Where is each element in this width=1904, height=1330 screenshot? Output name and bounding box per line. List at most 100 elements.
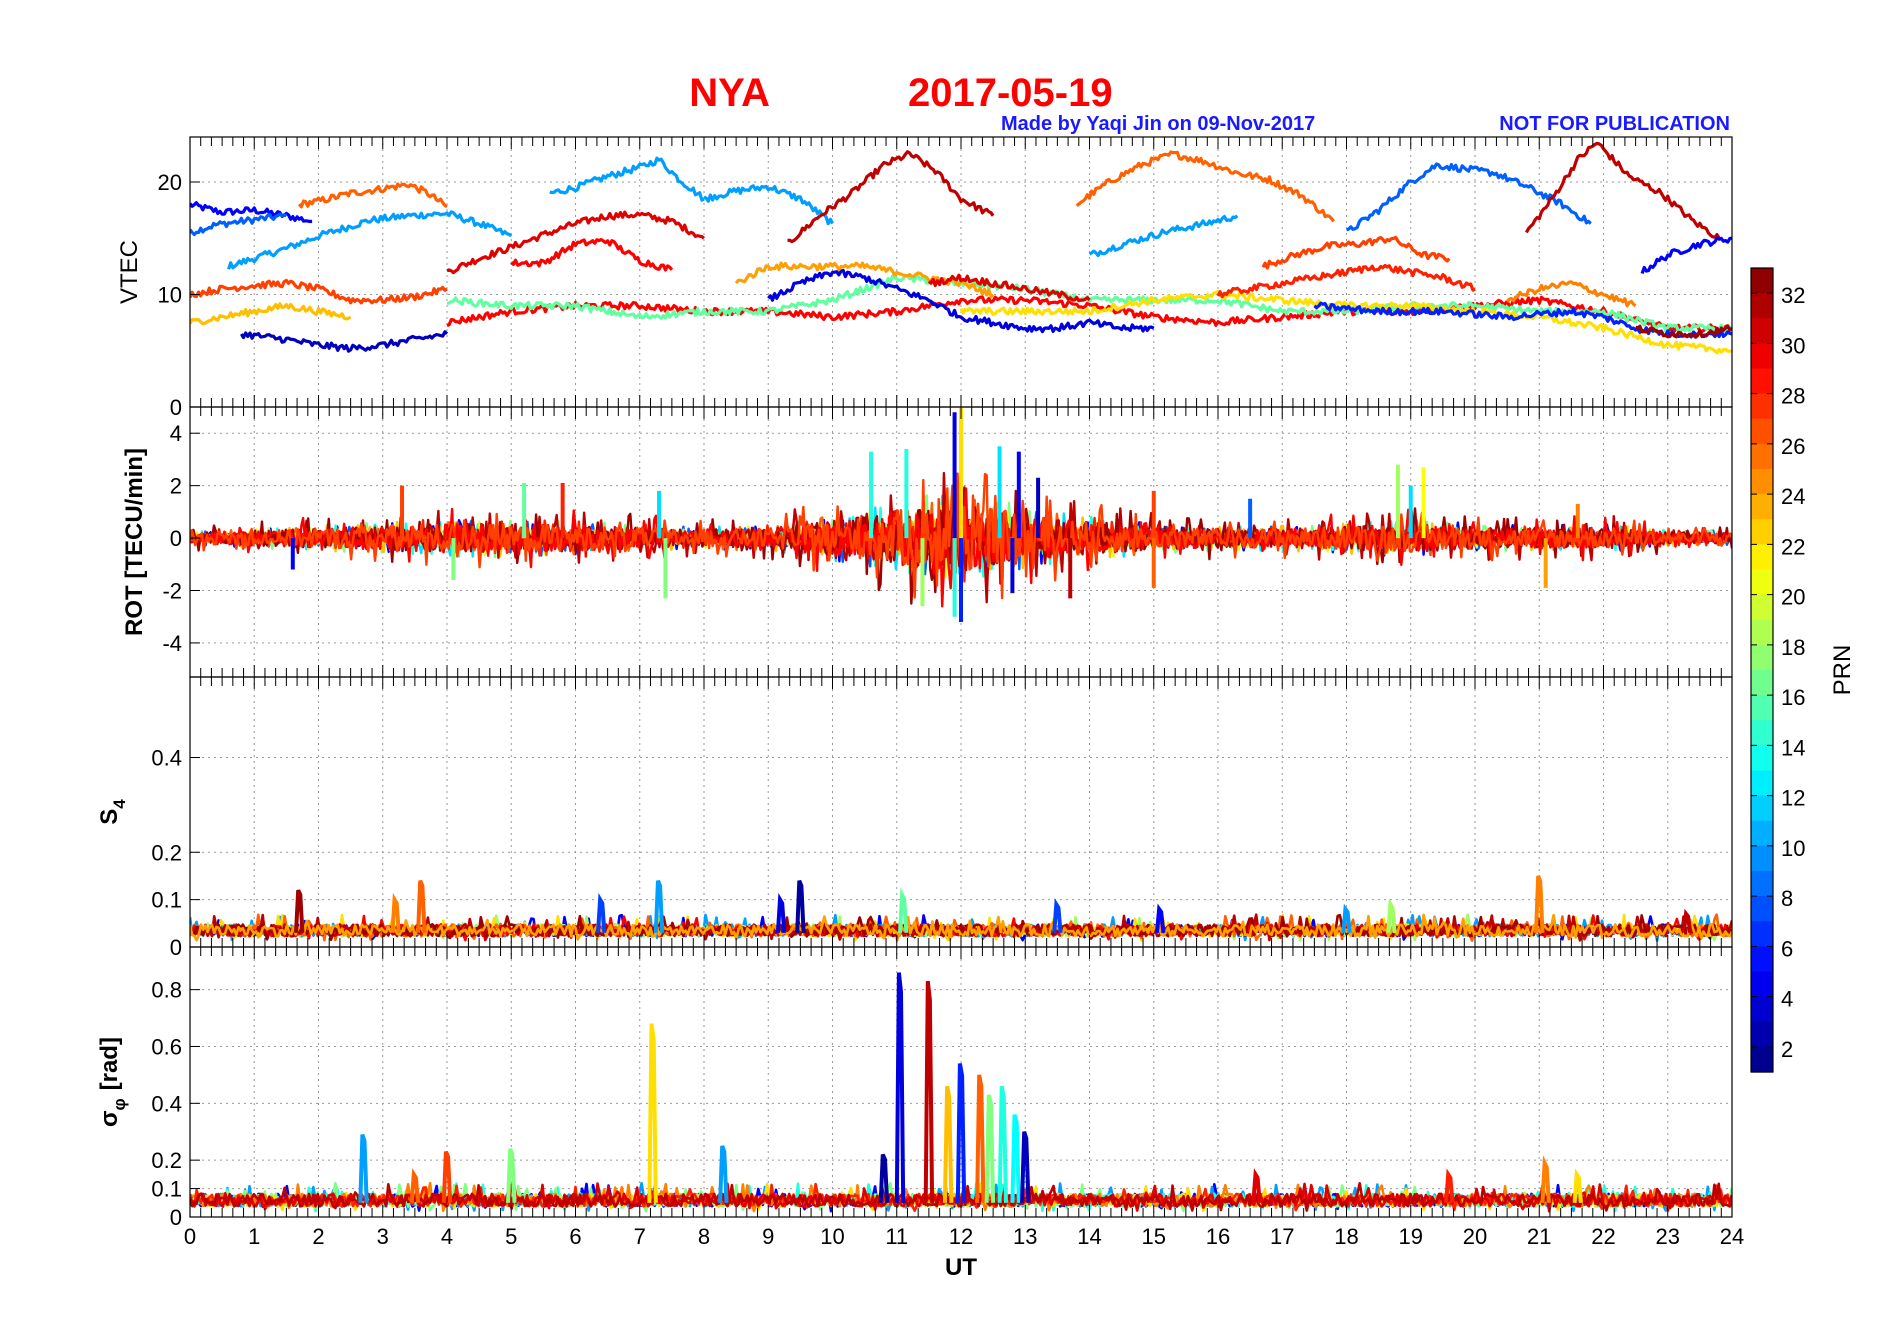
x-tick-label: 4 xyxy=(441,1224,453,1249)
sig-spike xyxy=(1020,1131,1031,1203)
colorbar-segment xyxy=(1751,670,1773,696)
rot-ticks: -4 -2 0 2 4 xyxy=(162,407,1733,677)
sig-spike xyxy=(984,1094,996,1203)
x-tick-label: 21 xyxy=(1527,1224,1551,1249)
sig-spike xyxy=(894,972,906,1203)
colorbar-segment xyxy=(1751,896,1773,922)
y-tick-label: 0 xyxy=(170,395,182,420)
sigma-ylabel-unit: [rad] xyxy=(96,1037,123,1090)
title-station: NYA xyxy=(689,71,770,115)
s4-spike xyxy=(1341,903,1352,934)
sig-spike xyxy=(942,1085,954,1203)
vtec-series-line xyxy=(446,274,1732,334)
s4-grid xyxy=(190,677,1732,947)
sig-spike xyxy=(1010,1114,1021,1203)
colorbar-segment xyxy=(1751,946,1773,973)
s4-spike xyxy=(795,879,806,933)
s4-spike xyxy=(416,879,427,933)
x-tick-label: 23 xyxy=(1656,1224,1680,1249)
x-tick-label: 24 xyxy=(1720,1224,1744,1249)
sig-spike xyxy=(358,1133,369,1203)
vtec-lines xyxy=(190,141,1732,355)
vtec-series-line xyxy=(190,278,448,305)
s4-spike xyxy=(775,892,787,933)
sig-series-line xyxy=(190,1182,1732,1212)
sigma-ylabel-sub: φ xyxy=(110,1098,129,1110)
colorbar-segment xyxy=(1751,871,1773,897)
vtec-series-line xyxy=(549,156,705,202)
colorbar-segment xyxy=(1751,544,1773,571)
x-tick-label: 19 xyxy=(1399,1224,1423,1249)
colorbar-segment xyxy=(1751,921,1773,947)
s4-ticks: 0 0.1 0.2 0.4 xyxy=(151,677,1733,960)
rot-lines xyxy=(190,407,1732,622)
figure-title: NYA 2017-05-19 xyxy=(689,71,1112,115)
colorbar-segment xyxy=(1751,519,1773,545)
rot-ylabel: ROT [TECU/min] xyxy=(121,448,148,636)
vtec-series-line xyxy=(190,212,288,237)
colorbar-tick-label: 22 xyxy=(1781,534,1805,559)
vtec-series-line xyxy=(1216,263,1476,299)
vtec-series-line xyxy=(190,201,313,224)
colorbar-tick-label: 16 xyxy=(1781,685,1805,710)
y-tick-label: 0 xyxy=(170,526,182,551)
colorbar-tick-label: 24 xyxy=(1781,484,1805,509)
vtec-series-line xyxy=(927,273,1091,303)
s4-spike xyxy=(596,892,607,933)
s4-spike xyxy=(1155,903,1166,934)
colorbar-tick-label: 8 xyxy=(1781,886,1793,911)
x-tick-label: 20 xyxy=(1463,1224,1487,1249)
colorbar-segment xyxy=(1751,745,1773,772)
vtec-grid xyxy=(190,137,1732,407)
x-tick-label: 18 xyxy=(1334,1224,1358,1249)
vtec-series-line xyxy=(1346,162,1592,232)
s4-spike xyxy=(1681,908,1693,934)
colorbar-tick-label: 18 xyxy=(1781,635,1805,660)
sig-spike xyxy=(955,1063,967,1203)
sig-spike xyxy=(1540,1155,1551,1203)
panel-vtec: 0 10 20 VTEC xyxy=(116,136,1733,420)
colorbar-segment xyxy=(1751,318,1773,344)
vtec-series-line xyxy=(1261,235,1451,270)
colorbar-segment xyxy=(1751,268,1773,294)
sig-spike xyxy=(878,1153,890,1203)
y-tick-label: 0.2 xyxy=(151,1148,182,1173)
colorbar-segment xyxy=(1751,594,1773,621)
colorbar-frame xyxy=(1750,267,1774,1073)
colorbar-segment xyxy=(1751,569,1773,596)
x-tick-labels: 0 1 2 3 4 5 6 7 8 9 10 11 12 13 14 15 16 17 18 19 20 21 22 23 24 xyxy=(184,1224,1744,1249)
y-tick-label: 20 xyxy=(158,170,182,195)
s4-spike xyxy=(1534,875,1545,933)
colorbar-segment xyxy=(1751,443,1773,470)
colorbar-tick-label: 6 xyxy=(1781,936,1793,961)
sig-spike xyxy=(506,1148,517,1203)
colorbar-tick-label: 12 xyxy=(1781,786,1805,811)
s4-lines xyxy=(190,875,1732,942)
colorbar-tick-label: 28 xyxy=(1781,384,1805,409)
sig-spike xyxy=(647,1023,658,1203)
s4-ylabel: S4 xyxy=(96,799,129,825)
colorbar-segment xyxy=(1751,469,1773,495)
x-tick-label: 5 xyxy=(505,1224,517,1249)
s4-spike xyxy=(294,889,305,933)
sig-spike xyxy=(975,1074,986,1203)
colorbar-segment xyxy=(1751,695,1773,721)
svg-text:σφ[rad]: σφ [rad] xyxy=(96,1037,129,1127)
y-tick-label: 0.4 xyxy=(151,746,182,771)
colorbar-tick-label: 2 xyxy=(1781,1037,1793,1062)
x-tick-label: 1 xyxy=(248,1224,260,1249)
x-axis-label: UT xyxy=(945,1254,977,1281)
sig-spike xyxy=(997,1085,1008,1203)
sigma-ylabel-main: σ xyxy=(96,1111,123,1127)
s4-spike xyxy=(1386,898,1397,933)
vtec-series-line xyxy=(703,184,834,226)
x-tick-label: 22 xyxy=(1591,1224,1615,1249)
panel-sigma-phi: 00.10.20.40.60.8 σφ[rad] 0 1 2 3 4 5 6 7 8 9 10 11 1… xyxy=(96,946,1744,1281)
s4-spike xyxy=(390,892,401,933)
sig-spike xyxy=(718,1145,729,1203)
credit-text: Made by Yaqi Jin on 09-Nov-2017 xyxy=(1001,113,1315,135)
svg-text:S4: S4 xyxy=(96,799,129,825)
vtec-series-line xyxy=(1640,236,1732,275)
